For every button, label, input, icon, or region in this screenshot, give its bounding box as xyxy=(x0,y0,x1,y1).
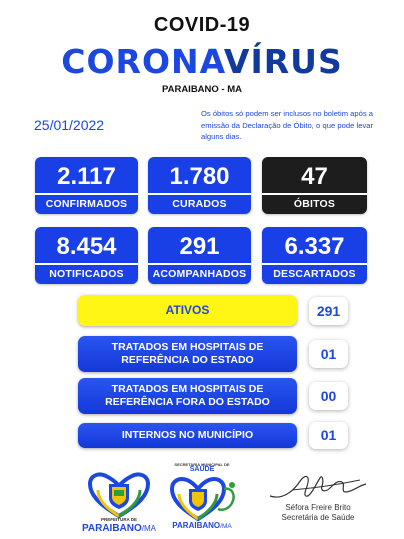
ativos-value: 291 xyxy=(309,297,348,325)
hospital-fora-value: 00 xyxy=(309,382,348,410)
hospital-estado-label: TRATADOS EM HOSPITAIS DE REFERÊNCIA DO E… xyxy=(78,336,297,372)
hospital-estado-value: 01 xyxy=(309,340,348,368)
main-title-part1: CORONA xyxy=(61,42,224,81)
prefeitura-logo: PREFEITURA DE PARAIBANO/MA xyxy=(76,470,162,536)
stat-value: 6.337 xyxy=(284,233,345,260)
bulletin-date: 25/01/2022 xyxy=(34,117,105,133)
prefeitura-name-suffix: /MA xyxy=(141,524,157,533)
stat-card-confirmados: 2.117 CONFIRMADOS xyxy=(35,157,138,214)
header-title: COVID-19 xyxy=(153,14,251,36)
secretaria-name: PARAIBANO/MA xyxy=(162,521,242,532)
secretaria-name-suffix: /MA xyxy=(220,523,232,530)
internos-label: INTERNOS NO MUNICÍPIO xyxy=(78,423,297,448)
stat-label: CONFIRMADOS xyxy=(35,193,138,214)
signer-name: Séfora Freire Brito xyxy=(285,503,351,512)
stat-label: ACOMPANHADOS xyxy=(148,263,251,284)
signer-block: Séfora Freire Brito Secretária de Saúde xyxy=(263,503,373,523)
internos-value: 01 xyxy=(309,422,348,449)
secretaria-logo: SECRETARIA MUNICIPAL DE SAÚDE PARAIBANO/… xyxy=(162,462,242,536)
stat-card-acompanhados: 291 ACOMPANHADOS xyxy=(148,227,251,284)
hospital-fora-line2: REFERÊNCIA FORA DO ESTADO xyxy=(105,396,270,408)
prefeitura-small-text: PREFEITURA DE xyxy=(100,517,138,522)
secretaria-title: SAÚDE xyxy=(189,466,215,473)
stat-label: DESCARTADOS xyxy=(262,263,367,284)
stat-value: 2.117 xyxy=(57,163,116,190)
main-title-part2: VÍRUS xyxy=(223,42,343,81)
secretaria-name-main: PARAIBANO xyxy=(172,521,221,530)
stat-card-curados: 1.780 CURADOS xyxy=(148,157,251,214)
hospital-fora-label: TRATADOS EM HOSPITAIS DE REFERÊNCIA FORA… xyxy=(78,378,297,414)
stat-value: 8.454 xyxy=(56,233,117,260)
hospital-estado-line2: REFERÊNCIA DO ESTADO xyxy=(121,354,254,366)
stat-label: NOTIFICADOS xyxy=(35,263,138,284)
stat-value: 1.780 xyxy=(169,163,230,190)
stat-value: 291 xyxy=(179,233,220,260)
secretaria-emblem-icon xyxy=(169,477,235,522)
stat-label: ÓBITOS xyxy=(262,193,367,214)
stat-label: CURADOS xyxy=(148,193,251,214)
prefeitura-name-main: PARAIBANO xyxy=(81,523,142,534)
signature-icon xyxy=(269,475,367,498)
stat-card-notificados: 8.454 NOTIFICADOS xyxy=(35,227,138,284)
ativos-label: ATIVOS xyxy=(78,295,297,326)
stat-card-obitos: 47 ÓBITOS xyxy=(262,157,367,214)
stat-value: 47 xyxy=(301,163,328,190)
main-title: CORONAVÍRUS xyxy=(0,42,404,81)
deaths-note: Os óbitos só podem ser inclusos no bolet… xyxy=(201,109,373,141)
prefeitura-name: PARAIBANO/MA xyxy=(76,523,162,534)
prefeitura-emblem-icon xyxy=(87,472,151,519)
signer-role: Secretária de Saúde xyxy=(281,513,355,522)
location-label: PARAIBANO - MA xyxy=(161,84,243,95)
secretaria-small-text: SECRETARIA MUNICIPAL DE xyxy=(174,462,230,467)
hospital-fora-line1: TRATADOS EM HOSPITAIS DE xyxy=(111,383,264,395)
stat-card-descartados: 6.337 DESCARTADOS xyxy=(262,227,367,284)
hospital-estado-line1: TRATADOS EM HOSPITAIS DE xyxy=(111,341,264,353)
